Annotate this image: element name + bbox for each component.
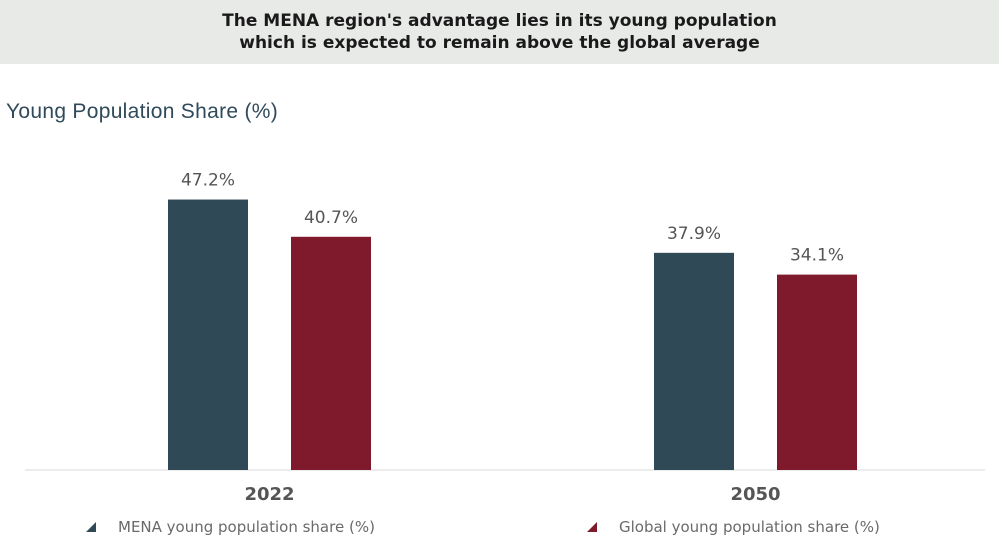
header-banner: The MENA region's advantage lies in its …: [0, 0, 999, 64]
banner-line-2: which is expected to remain above the gl…: [239, 33, 760, 53]
category-label-2050: 2050: [730, 484, 780, 505]
category-label-2022: 2022: [244, 484, 294, 505]
bar-2022-series-1: [291, 236, 371, 470]
bar-2050-series-1: [777, 274, 857, 470]
legend-item-global: Global young population share (%): [587, 518, 880, 536]
legend-label-mena: MENA young population share (%): [118, 518, 375, 536]
legend-item-mena: MENA young population share (%): [86, 518, 375, 536]
data-label-2050-series-1: 34.1%: [790, 246, 844, 266]
bar-2022-series-0: [168, 199, 248, 470]
data-label-2022-series-0: 47.2%: [181, 171, 235, 191]
bar-2050-series-0: [654, 252, 734, 470]
data-label-2022-series-1: 40.7%: [304, 208, 358, 228]
banner-line-1: The MENA region's advantage lies in its …: [222, 11, 777, 31]
legend-marker-mena: [86, 522, 96, 532]
legend-marker-global: [587, 522, 597, 532]
bar-chart: 47.2% 40.7% 2022 37.9% 34.1% 2050: [25, 171, 985, 505]
chart-title: Young Population Share (%): [6, 100, 279, 123]
legend-label-global: Global young population share (%): [619, 518, 880, 536]
data-label-2050-series-0: 37.9%: [667, 224, 721, 244]
legend: MENA young population share (%) Global y…: [0, 518, 999, 548]
